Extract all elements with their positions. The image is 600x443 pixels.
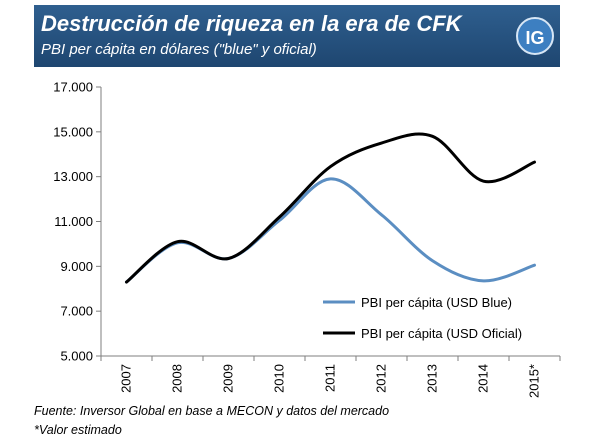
y-tick-label: 9.000	[60, 259, 93, 274]
y-tick-label: 17.000	[53, 80, 93, 95]
x-tick-label: 2014	[476, 364, 491, 393]
y-tick-label: 11.000	[54, 214, 93, 229]
legend-label: PBI per cápita (USD Blue)	[361, 295, 512, 310]
x-tick-label: 2011	[323, 364, 338, 392]
chart-subtitle: PBI per cápita en dólares ("blue" y ofic…	[41, 41, 317, 58]
x-tick-label: 2008	[170, 364, 185, 393]
estimate-note: *Valor estimado	[34, 423, 122, 437]
legend-label: PBI per cápita (USD Oficial)	[361, 326, 522, 341]
x-tick-label: 2013	[425, 364, 440, 393]
y-tick-label: 13.000	[53, 169, 93, 184]
x-tick-label: 2007	[119, 364, 134, 393]
x-tick-label: 2009	[221, 364, 236, 393]
x-tick-label: 2012	[374, 364, 389, 393]
y-tick-label: 15.000	[53, 124, 93, 139]
chart-header: Destrucción de riqueza en la era de CFK …	[34, 5, 560, 67]
ig-logo: IG	[516, 17, 554, 55]
series-line-blue	[125, 177, 536, 284]
y-tick-label: 5.000	[60, 349, 93, 364]
series-line-oficial	[125, 132, 536, 284]
source-note: Fuente: Inversor Global en base a MECON …	[34, 404, 390, 418]
x-tick-label: 2010	[272, 364, 287, 393]
x-tick-label: 2015*	[527, 364, 542, 398]
y-tick-label: 7.000	[60, 304, 93, 319]
chart-title: Destrucción de riqueza en la era de CFK	[41, 11, 462, 36]
